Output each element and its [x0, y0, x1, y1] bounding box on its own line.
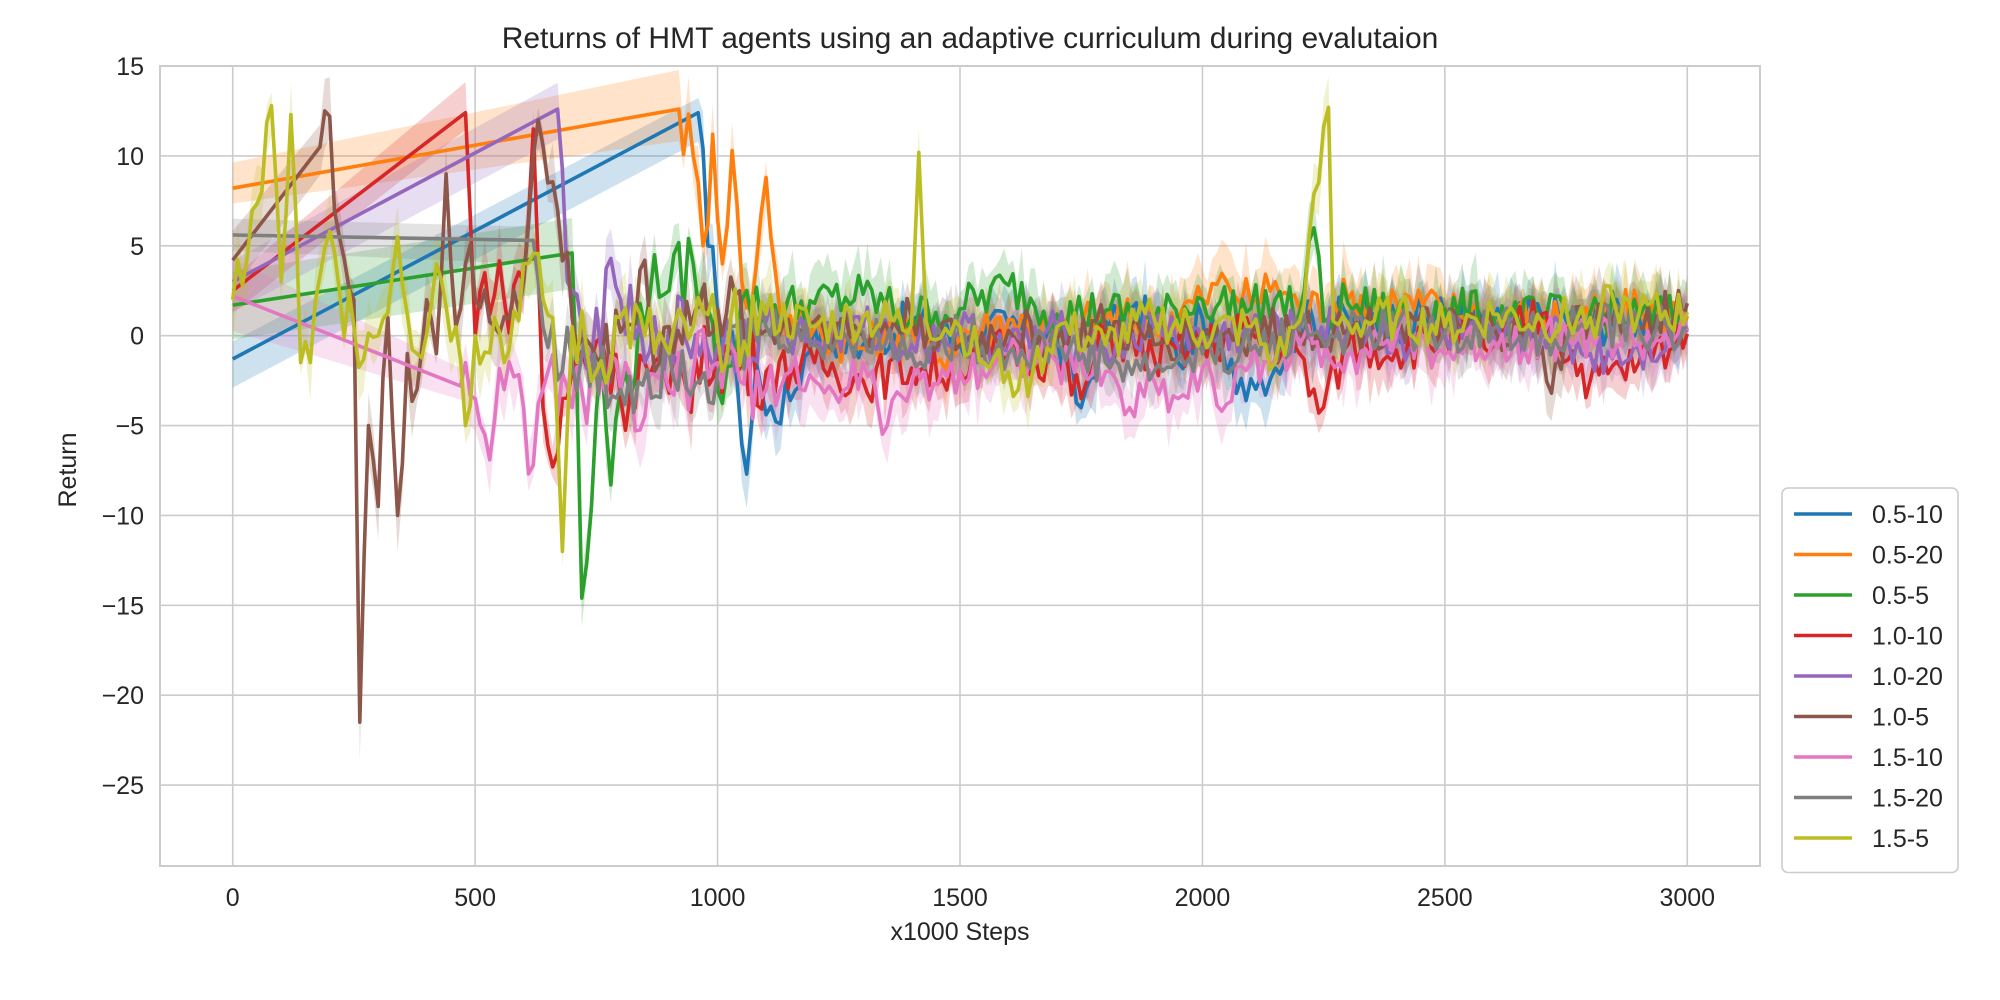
- legend-label-1.5-5: 1.5-5: [1872, 825, 1929, 853]
- y-axis-label: Return: [54, 432, 82, 507]
- legend-label-0.5-10: 0.5-10: [1872, 501, 1943, 529]
- legend-frame: [1781, 487, 1959, 874]
- x-tick-label: 500: [454, 884, 496, 912]
- y-tick-label: 5: [130, 233, 144, 261]
- legend-label-1.5-10: 1.5-10: [1872, 744, 1943, 772]
- x-tick-label: 3000: [1659, 884, 1715, 912]
- y-tick-label: −20: [102, 682, 144, 710]
- legend-label-1.0-5: 1.0-5: [1872, 704, 1929, 732]
- x-tick-label: 1500: [932, 884, 988, 912]
- series-line-1.0-5: [231, 109, 1690, 724]
- legend-label-1.5-20: 1.5-20: [1872, 785, 1943, 813]
- legend-label-0.5-5: 0.5-5: [1872, 582, 1929, 610]
- x-tick-label: 0: [226, 884, 240, 912]
- series-lines: [230, 103, 1690, 724]
- y-tick-label: −15: [102, 592, 144, 620]
- y-tick-label: 0: [130, 323, 144, 351]
- y-tick-label: −10: [102, 502, 144, 530]
- x-axis-label: x1000 Steps: [891, 918, 1030, 946]
- y-tick-labels: −25 −20 −15 −10 −5 0 5 10 15: [102, 53, 144, 800]
- legend-label-0.5-20: 0.5-20: [1872, 542, 1943, 570]
- legend: 0.5-10 0.5-20 0.5-5 1.0-10 1.0-20 1.0-5 1.5-10…: [1781, 487, 1959, 874]
- x-tick-label: 2500: [1417, 884, 1473, 912]
- y-tick-label: −25: [102, 772, 144, 800]
- y-tick-label: 10: [116, 143, 144, 171]
- x-tick-label: 2000: [1175, 884, 1231, 912]
- series-line-1.5-10: [232, 294, 1690, 476]
- legend-label-1.0-20: 1.0-20: [1872, 663, 1943, 691]
- x-tick-label: 1000: [690, 884, 746, 912]
- plot-area-frame: [159, 65, 1761, 867]
- band-1.5-5: [232, 76, 1688, 569]
- series-line-1.5-5: [230, 103, 1689, 554]
- x-tick-labels: 0 500 1000 1500 2000 2500 3000: [226, 884, 1715, 912]
- y-tick-label: −5: [115, 413, 144, 441]
- chart-title: Returns of HMT agents using an adaptive …: [502, 22, 1439, 55]
- y-tick-label: 15: [116, 53, 144, 81]
- legend-label-1.0-10: 1.0-10: [1872, 623, 1943, 651]
